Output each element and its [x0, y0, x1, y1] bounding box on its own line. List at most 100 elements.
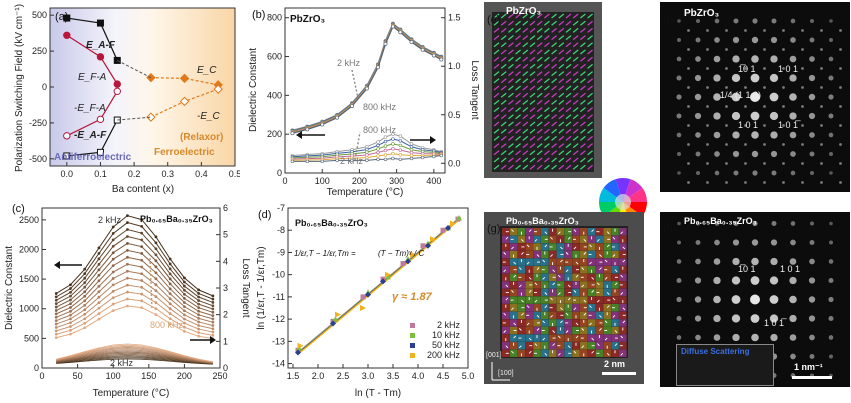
panel-e-vector: [500, 35, 507, 41]
panel-e-vector: [522, 42, 529, 48]
panel-h-spot-2: 1 0 1: [780, 264, 801, 274]
panel-b-loss-point: [335, 158, 339, 163]
panel-c-loss-curve: [56, 347, 213, 363]
panel-b-loss-point: [376, 157, 380, 162]
svgF-spot: [808, 93, 816, 101]
panel-c-y2tick-label: 0: [223, 363, 228, 373]
svgF-superlattice-spot: [725, 124, 728, 127]
panel-a-point: [96, 53, 105, 61]
panel-g-vector: [565, 330, 569, 333]
panel-f-spot-5: 1 0 1̅: [778, 120, 799, 130]
panel-c-point: [83, 299, 87, 303]
panel-g-domain-cell: [587, 273, 596, 281]
panel-e-vector: [529, 27, 536, 33]
svgF-spot: [789, 55, 797, 63]
panel-d-point: [450, 220, 456, 227]
panel-b-loss-point: [409, 142, 414, 146]
panel-g-domain-cell: [619, 319, 627, 327]
panel-b-loss-point: [409, 153, 414, 158]
panel-g-domain-cell: [603, 250, 611, 259]
panel-e-vector: [536, 107, 543, 113]
panel-g-vector: [557, 292, 561, 295]
panel-c-point: [54, 315, 58, 319]
panel-g-domain-cell: [509, 349, 518, 357]
panel-g-vector: [604, 320, 608, 324]
panel-e-vector: [558, 78, 565, 84]
svgF-spot: [808, 112, 816, 120]
panel-c-point: [111, 257, 115, 261]
svgH-spot: [808, 296, 816, 303]
svgF-spot: [676, 132, 682, 138]
panel-b-loss-point: [420, 155, 425, 160]
panel-e-vector: [536, 121, 543, 127]
panel-g-vector-map: [491, 226, 628, 381]
panel-b-loss-point: [409, 156, 414, 161]
panel-c-point: [126, 255, 129, 259]
panel-c-point: [197, 299, 201, 302]
panel-g-vector: [573, 229, 577, 233]
panel-e-vector: [579, 143, 586, 149]
panel-g-domain-cell: [525, 319, 533, 327]
panel-b-loss-point: [376, 147, 380, 151]
svgF-superlattice-spot: [687, 181, 690, 184]
panel-g-domain-cell: [548, 326, 557, 335]
panel-g-vector: [536, 314, 540, 318]
panel-b-ytick-label: 600: [267, 52, 282, 62]
panel-g-domain-cell: [556, 304, 565, 312]
panel-b-point: [390, 24, 395, 29]
panel-a-xtick-label: 0.0: [61, 169, 74, 179]
svgF-superlattice-spot: [782, 48, 785, 51]
panel-e-vector: [572, 85, 579, 91]
panel-g-domain-cell: [517, 235, 526, 243]
panel-c-freq-arrow: [149, 257, 153, 311]
panel-c-point: [140, 279, 144, 282]
panel-g-domain-cell: [525, 250, 533, 259]
panel-c-loss-curve: [56, 356, 213, 365]
panel-e-vector: [515, 71, 522, 77]
svgH-spot: [732, 257, 740, 266]
panel-g-domain-cell: [595, 342, 604, 350]
svgF-superlattice-spot: [763, 86, 766, 89]
svgF-superlattice-spot: [801, 105, 804, 108]
panel-g-vector: [544, 231, 548, 235]
panel-e-vector: [558, 143, 565, 149]
svgF-superlattice-spot: [820, 67, 823, 70]
panel-e-vector: [587, 20, 594, 26]
svgF-superlattice-spot: [801, 29, 804, 32]
panel-e-vector: [543, 143, 550, 149]
panel-b-loss-point: [409, 145, 414, 149]
svgH-spot: [676, 315, 682, 322]
panel-c-point: [197, 313, 201, 317]
color-wheel-segment: [615, 178, 631, 202]
panel-e-vector: [515, 92, 522, 98]
panel-g-domain-cell: [517, 342, 526, 350]
svgF-superlattice-spot: [839, 124, 842, 127]
panel-c-point: [140, 299, 144, 303]
panel-g-domain-cell: [587, 288, 596, 297]
svgF-spot: [714, 170, 720, 176]
svgF-spot: [828, 56, 834, 62]
panel-c-point: [69, 328, 72, 332]
svgF-spot: [696, 171, 700, 175]
svgF-spot: [829, 38, 833, 42]
panel-g-domain-cell: [541, 334, 549, 342]
svgH-spot: [677, 221, 681, 226]
panel-d-point: [295, 349, 301, 356]
panel-e-vector: [493, 56, 500, 62]
panel-g-domain-cell: [541, 243, 549, 251]
panel-e-vector: [558, 71, 565, 77]
panel-e-vector: [500, 49, 507, 55]
panel-c-point: [111, 225, 115, 229]
panel-e-vector: [587, 150, 594, 156]
panel-d-point: [425, 242, 431, 249]
panel-e-vector: [587, 135, 594, 141]
panel-a-chart: 0.0 0.1 0.2 0.3 0.4 0.5 500 250 0 -250 -500 (a) Po…: [14, 4, 240, 195]
panel-c-point: [168, 302, 172, 306]
panel-e-vector: [522, 92, 529, 98]
panel-e-vector: [529, 42, 536, 48]
ann-e-fa: E_F-A: [78, 72, 107, 83]
panel-c-point: [154, 277, 158, 281]
panel-c-point: [140, 306, 144, 310]
panel-e-vector: [493, 121, 500, 127]
ann-b-800k-bot: 800 kHz: [363, 125, 397, 135]
